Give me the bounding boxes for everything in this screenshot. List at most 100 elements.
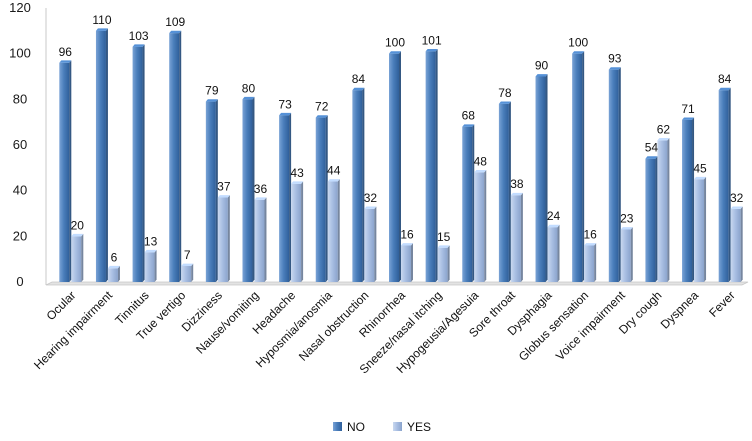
bar-face [327,181,338,282]
y-tick-label: 80 [13,91,27,106]
bar-side [740,206,743,282]
bar-side [520,192,523,282]
bar-yes [401,243,413,282]
bar-no [718,87,731,282]
bar-face [364,208,375,282]
bar-side [142,44,145,282]
data-label-no: 84 [718,72,732,86]
y-tick-label: 60 [13,137,27,152]
bar-top [389,51,401,54]
bar-face [291,183,302,282]
y-axis: 0 20 40 60 80 100 120 [9,0,47,289]
bar-top [437,245,450,248]
bar-top [730,206,743,209]
bar-no [59,60,72,283]
bar-face [254,199,265,282]
bar-face [657,140,668,282]
bar-yes [547,224,560,282]
bar-top [327,179,340,182]
data-label-no: 80 [242,81,256,95]
bar-top [254,197,267,200]
bar-yes [217,195,230,282]
bar-top [59,60,72,63]
chart-floor [45,281,749,286]
data-label-no: 93 [608,52,622,66]
bar-no [352,87,365,282]
bar-top [547,224,560,228]
data-label-no: 72 [315,100,329,114]
bar-top [462,124,475,127]
y-tick-label: 20 [13,228,27,243]
data-label-no: 68 [462,109,476,123]
bar-yes [694,176,707,282]
bar-side [264,197,267,282]
bar-face [144,252,155,282]
data-label-yes: 43 [290,166,304,180]
bar-no [462,124,475,282]
bar-top [498,101,511,104]
bar-no [389,51,401,283]
bar-side [484,170,487,282]
data-label-yes: 36 [254,182,268,196]
legend-swatch [333,422,342,431]
y-tick-label: 100 [9,46,31,61]
bar-no [535,74,548,282]
bar-no [425,48,438,283]
bar-side [435,48,438,282]
legend: NO YES [333,420,431,434]
bar-no [242,96,255,282]
bar-no [315,115,328,282]
bar-face [620,229,631,282]
data-label-yes: 38 [510,177,524,191]
bar-yes [364,206,377,282]
bar-top [279,112,292,116]
bar-side [630,227,633,282]
bar-yes [181,263,194,282]
data-labels: 96 110 103 109 79 80 73 72 84 100 101 68 78 90 100 93 54… [59,13,744,264]
bar-face [572,53,583,282]
bar-side [105,28,108,282]
bar-no [498,101,511,283]
bar-top [572,51,585,54]
bar-top [584,243,597,246]
data-label-yes: 32 [364,191,378,205]
bar-face [535,76,546,282]
data-label-yes: 24 [547,209,561,223]
data-label-yes: 44 [327,164,341,178]
bar-face [718,90,729,282]
bar-face [217,197,228,282]
bar-top [205,99,218,102]
bar-top [425,48,438,52]
bar-top [144,249,157,253]
data-label-no: 100 [385,36,405,50]
bar-yes [291,181,304,282]
bar-top [95,28,108,31]
bar-side [399,51,401,283]
bar-top [718,87,731,91]
x-category-label: Dyspnea [658,288,702,332]
bar-top [608,67,621,70]
bar-face [389,53,399,282]
bar-face [437,247,448,282]
bar-top [682,117,695,120]
bar-face [694,179,705,282]
bar-top [657,138,670,141]
bar-yes [437,245,450,282]
data-label-no: 101 [422,33,442,47]
bar-face [71,236,82,282]
bar-side [69,60,72,283]
bar-top [132,44,145,47]
bar-no [608,67,621,283]
bar-side [215,99,218,282]
bar-top [620,227,633,230]
bar-top [217,195,230,198]
bar-top [694,176,707,180]
bar-side [618,67,621,282]
bar-side [667,138,670,282]
bar-side [692,117,695,282]
bar-face [315,117,326,282]
legend-label: YES [407,420,431,434]
bar-face [169,33,180,282]
bar-side [81,233,84,282]
